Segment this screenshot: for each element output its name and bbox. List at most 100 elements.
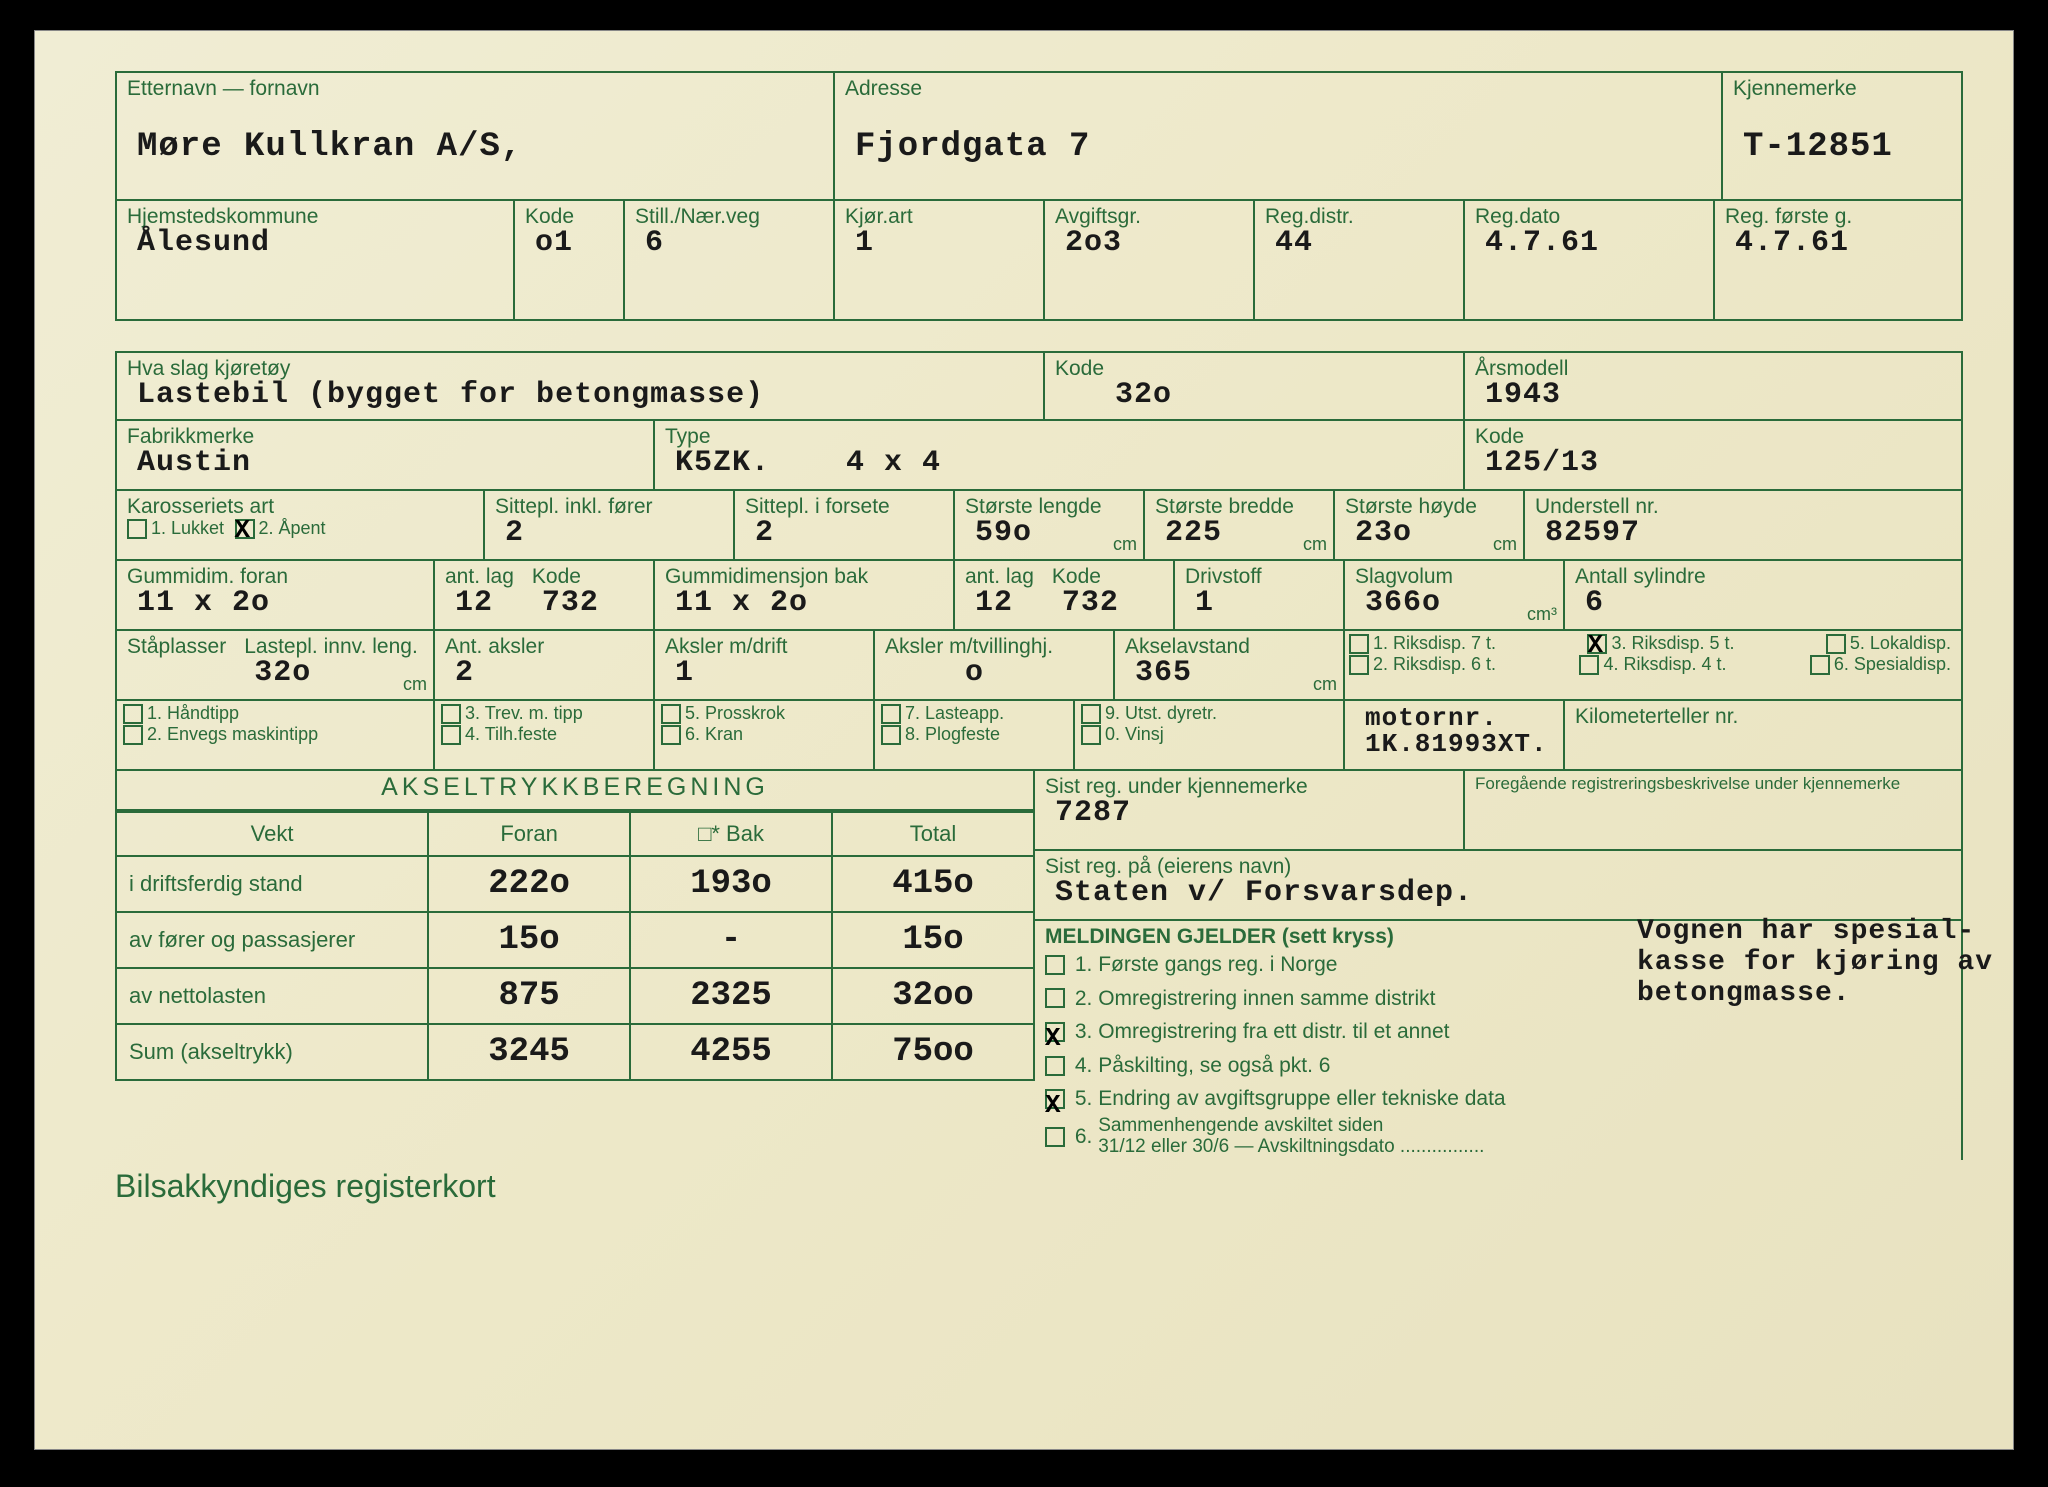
cell-sist-eier: Sist reg. på (eierens navn) Staten v/ Fo… — [1035, 851, 1963, 921]
cell-sylindre: Antall sylindre 6 — [1565, 561, 1963, 631]
checkbox-m3[interactable] — [1045, 1022, 1065, 1042]
axle-table: Vekt Foran □* Bak Total i driftsferdig s… — [115, 811, 1035, 1081]
checkbox-m1[interactable] — [1045, 955, 1065, 975]
cell-kode4: Kode 125/13 — [1465, 421, 1963, 491]
cell-tipp1: 1. Håndtipp 2. Envegs maskintipp — [115, 701, 435, 771]
value-bredde: 225 — [1155, 518, 1323, 548]
label-hoyde: Største høyde — [1345, 495, 1513, 518]
label-gummib: Gummidimensjon bak — [665, 565, 943, 588]
cell-drivstoff: Drivstoff 1 — [1175, 561, 1345, 631]
cell-lengde: Største lengde 59o cm — [955, 491, 1145, 561]
checkbox-m6[interactable] — [1045, 1127, 1065, 1147]
row-7: Ståplasser Lastepl. innv. leng.32o cm An… — [115, 631, 1963, 701]
label-kjennemerke: Kjennemerke — [1733, 77, 1951, 100]
value-sitteplf: 2 — [745, 518, 943, 548]
label-kode: Kode — [525, 205, 613, 228]
row-4: Fabrikkmerke Austin Type K5ZK. 4 x 4 Kod… — [115, 421, 1963, 491]
label-kode3: Kode — [1055, 357, 1453, 380]
value-type: K5ZK. 4 x 4 — [665, 448, 1453, 478]
cell-tipp3: 5. Prosskrok 6. Kran — [655, 701, 875, 771]
label-understell: Understell nr. — [1535, 495, 1951, 518]
label-regdato: Reg.dato — [1475, 205, 1703, 228]
value-regforste: 4.7.61 — [1725, 228, 1951, 258]
value-sittepl: 2 — [495, 518, 723, 548]
value-gummib: 11 x 2o — [665, 588, 943, 618]
cell-antlag1: ant. lag12 Kode732 — [435, 561, 655, 631]
cell-akslert: Aksler m/tvillinghj. o — [875, 631, 1115, 701]
axle-row-1: i driftsferdig stand 222o 193o 415o — [116, 856, 1034, 912]
row-5: Karosseriets art 1. Lukket 2. Åpent Sitt… — [115, 491, 1963, 561]
cell-adresse: Adresse Fjordgata 7 — [835, 71, 1723, 201]
checkbox-m5[interactable] — [1045, 1089, 1065, 1109]
label-regdistr: Reg.distr. — [1265, 205, 1453, 228]
value-hoyde: 23o — [1345, 518, 1513, 548]
label-hvaslag: Hva slag kjøretøy — [127, 357, 1033, 380]
cell-hvaslag: Hva slag kjøretøy Lastebil (bygget for b… — [115, 351, 1045, 421]
cell-arsmodell: Årsmodell 1943 — [1465, 351, 1963, 421]
value-adresse: Fjordgata 7 — [845, 130, 1711, 164]
cell-hjemsted: Hjemstedskommune Ålesund — [115, 201, 515, 321]
label-sittepl: Sittepl. inkl. fører — [495, 495, 723, 518]
cell-fabrikk: Fabrikkmerke Austin — [115, 421, 655, 491]
typed-note-overlay: Vognen har spesial- kasse for kjøring av… — [1637, 916, 1993, 1009]
label-lengde: Største lengde — [965, 495, 1133, 518]
axle-title: AKSELTRYKKBEREGNING — [115, 771, 1035, 811]
cell-aksler: Ant. aksler 2 — [435, 631, 655, 701]
label-karosseri: Karosseriets art — [127, 495, 473, 518]
row-6: Gummidim. foran 11 x 2o ant. lag12 Kode7… — [115, 561, 1963, 631]
axle-row-4: Sum (akseltrykk) 3245 4255 75oo — [116, 1024, 1034, 1080]
label-gummif: Gummidim. foran — [127, 565, 423, 588]
value-avgiftsgr: 2o3 — [1055, 228, 1243, 258]
value-kode: o1 — [525, 228, 613, 258]
label-regforste: Reg. første g. — [1725, 205, 1951, 228]
value-kjennemerke: T-12851 — [1733, 130, 1951, 164]
axle-row-2: av fører og passasjerer 15o - 15o — [116, 912, 1034, 968]
label-type: Type — [665, 425, 1453, 448]
cell-akselav: Akselavstand 365 cm — [1115, 631, 1345, 701]
row-3: Hva slag kjøretøy Lastebil (bygget for b… — [115, 351, 1963, 421]
cell-foreg: Foregående registreringsbeskrivelse unde… — [1465, 771, 1963, 851]
cell-km: Kilometerteller nr. — [1565, 701, 1963, 771]
value-lengde: 59o — [965, 518, 1133, 548]
label-arsmodell: Årsmodell — [1475, 357, 1951, 380]
checkbox-m2[interactable] — [1045, 988, 1065, 1008]
value-arsmodell: 1943 — [1475, 380, 1951, 410]
cell-gummib: Gummidimensjon bak 11 x 2o — [655, 561, 955, 631]
label-sitteplf: Sittepl. i forsete — [745, 495, 943, 518]
cell-kjennemerke: Kjennemerke T-12851 — [1723, 71, 1963, 201]
cell-still: Still./Nær.veg 6 — [625, 201, 835, 321]
cell-karosseri: Karosseriets art 1. Lukket 2. Åpent — [115, 491, 485, 561]
value-regdistr: 44 — [1265, 228, 1453, 258]
cell-tipp2: 3. Trev. m. tipp 4. Tilh.feste — [435, 701, 655, 771]
registration-card: Etternavn — fornavn Møre Kullkran A/S, A… — [34, 30, 2014, 1450]
cell-riksdisp: 1. Riksdisp. 7 t. 3. Riksdisp. 5 t. 5. L… — [1345, 631, 1963, 701]
label-fabrikk: Fabrikkmerke — [127, 425, 643, 448]
cell-gummif: Gummidim. foran 11 x 2o — [115, 561, 435, 631]
value-kode4: 125/13 — [1475, 448, 1951, 478]
value-kjorart: 1 — [845, 228, 1033, 258]
checkbox-apent[interactable] — [235, 519, 255, 539]
label-still: Still./Nær.veg — [635, 205, 823, 228]
value-hjemsted: Ålesund — [127, 228, 503, 258]
axle-header: Vekt Foran □* Bak Total — [116, 812, 1034, 856]
cell-regdistr: Reg.distr. 44 — [1255, 201, 1465, 321]
cell-tipp5: 9. Utst. dyretr. 0. Vinsj — [1075, 701, 1345, 771]
cell-motor: motornr. 1K.81993XT. — [1345, 701, 1565, 771]
axle-row-3: av nettolasten 875 2325 32oo — [116, 968, 1034, 1024]
label-avgiftsgr: Avgiftsgr. — [1055, 205, 1243, 228]
cell-regforste: Reg. første g. 4.7.61 — [1715, 201, 1963, 321]
cell-sittepl: Sittepl. inkl. fører 2 — [485, 491, 735, 561]
cell-bredde: Største bredde 225 cm — [1145, 491, 1335, 561]
value-understell: 82597 — [1535, 518, 1951, 548]
cell-regdato: Reg.dato 4.7.61 — [1465, 201, 1715, 321]
checkbox-lukket[interactable] — [127, 519, 147, 539]
cell-avgiftsgr: Avgiftsgr. 2o3 — [1045, 201, 1255, 321]
cell-sist-kjenn: Sist reg. under kjennemerke 7287 — [1035, 771, 1465, 851]
cell-etternavn: Etternavn — fornavn Møre Kullkran A/S, — [115, 71, 835, 201]
cell-type: Type K5ZK. 4 x 4 — [655, 421, 1465, 491]
cell-antlag2: ant. lag12 Kode732 — [955, 561, 1175, 631]
cell-kode3: Kode 32o — [1045, 351, 1465, 421]
label-kjorart: Kjør.art — [845, 205, 1033, 228]
footer-title: Bilsakkyndiges registerkort — [115, 1160, 1963, 1205]
checkbox-m4[interactable] — [1045, 1056, 1065, 1076]
